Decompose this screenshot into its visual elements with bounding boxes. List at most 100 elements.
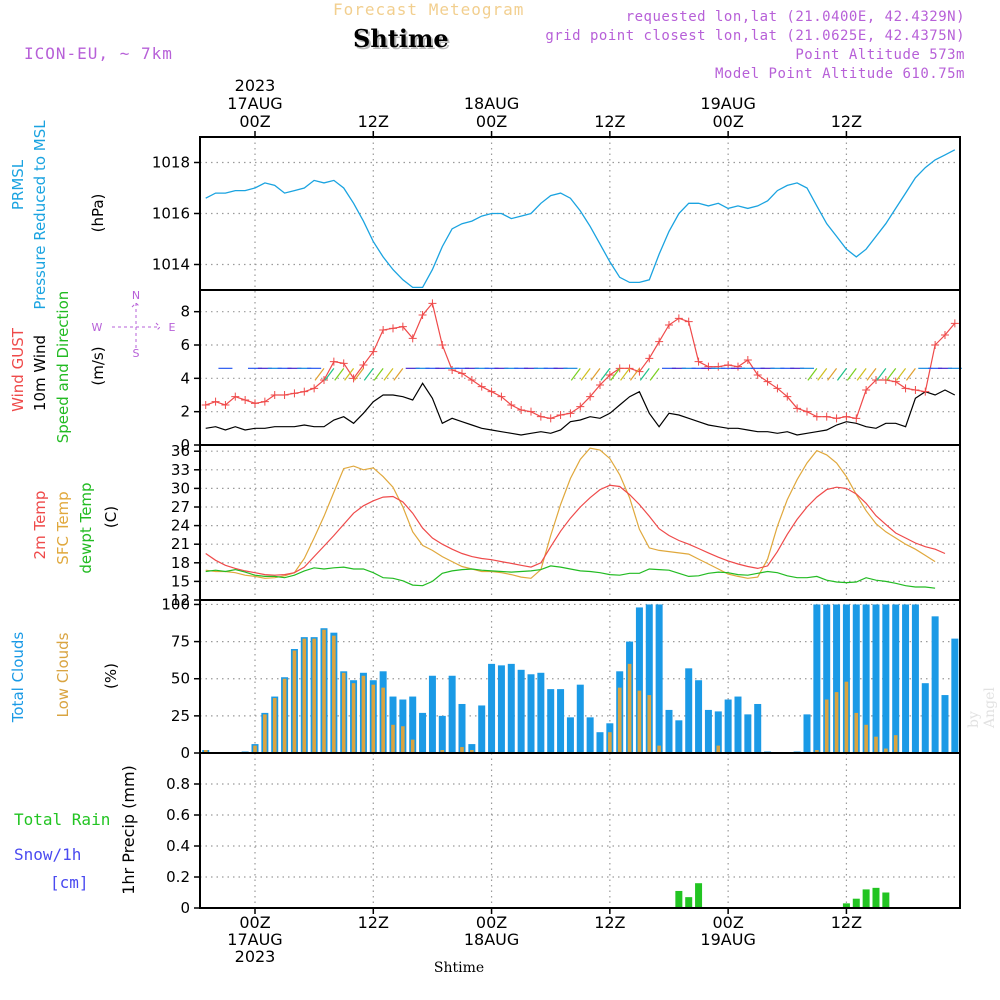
- watermark: by Angel: [966, 687, 998, 728]
- total-cloud-bar: [537, 672, 545, 753]
- wind-gust-marker: [339, 359, 348, 368]
- clouds-unit-label: (%): [102, 663, 120, 689]
- wind-direction-arrow: [827, 367, 838, 381]
- top-time-label: 17AUG: [227, 94, 282, 113]
- wind-gust-marker: [576, 402, 585, 411]
- wind-direction-arrow: [363, 367, 374, 381]
- wind-gust-marker: [290, 389, 299, 398]
- temperature-ytick-label: 18: [171, 554, 190, 572]
- wind-gust-marker: [901, 384, 910, 393]
- wind-gust-marker: [546, 414, 555, 423]
- low-cloud-bar: [608, 732, 612, 753]
- bottom-time-label: 12Z: [594, 913, 625, 932]
- wind-gust-marker: [526, 407, 535, 416]
- wind-gust-marker: [724, 361, 733, 369]
- low-cloud-bar: [460, 747, 464, 753]
- low-clouds-label: Low Clouds: [54, 632, 72, 717]
- wind-gust-marker: [793, 404, 802, 413]
- wind-gust-marker: [921, 387, 930, 396]
- top-time-label: 00Z: [476, 112, 507, 131]
- bottom-time-label: 00Z: [476, 913, 507, 932]
- total-cloud-bar: [744, 714, 752, 753]
- total-cloud-bar: [951, 638, 959, 753]
- dewpt-label: dewpt Temp: [77, 482, 95, 573]
- wind-gust-marker: [822, 412, 831, 421]
- wind-gust-marker: [457, 369, 466, 378]
- wind-gust-marker: [743, 356, 752, 364]
- clouds-ytick-label: 75: [171, 633, 190, 651]
- wind-direction-arrow: [876, 367, 887, 381]
- wind-ytick-label: 2: [180, 403, 190, 421]
- total-cloud-bar: [527, 674, 535, 753]
- wind-ytick-label: 6: [180, 336, 190, 354]
- temperature-ytick-label: 33: [171, 461, 190, 479]
- wind-direction-arrow: [886, 367, 897, 381]
- wind-gust-marker: [753, 371, 762, 379]
- forecast-title: Forecast Meteogram: [333, 0, 525, 19]
- total-cloud-bar: [458, 703, 466, 753]
- wind-direction-arrow: [629, 367, 640, 381]
- wind-gust-marker: [852, 414, 861, 423]
- wind-gust-marker: [507, 401, 516, 409]
- clouds-ytick-label: 25: [171, 707, 190, 725]
- wind-ytick-label: 0: [180, 436, 190, 454]
- low-cloud-bar: [351, 683, 356, 753]
- wind-direction-arrow: [600, 367, 611, 381]
- wind-gust-marker: [438, 341, 447, 349]
- low-cloud-bar: [893, 735, 898, 753]
- axis-labels: 1014101610180246812151821242730333602550…: [9, 76, 862, 976]
- pressure-ytick-label: 1016: [152, 205, 190, 223]
- low-cloud-bar: [391, 724, 395, 753]
- precipitation-ytick-label: 0.2: [166, 868, 190, 886]
- total-cloud-bar: [941, 695, 949, 753]
- wind-gust-marker: [251, 399, 259, 408]
- total-cloud-bar: [655, 604, 663, 753]
- precip-unit-label: 1hr Precip (mm): [119, 765, 138, 895]
- wind-direction-arrow: [334, 367, 345, 381]
- low-cloud-bar: [854, 712, 859, 753]
- wind-gust-marker: [300, 387, 309, 396]
- wind-gust-marker: [260, 397, 269, 406]
- wind-gust-marker: [359, 361, 368, 369]
- wind-gust-marker: [773, 384, 782, 393]
- bottom-time-label: 17AUG: [227, 930, 282, 949]
- top-time-label: 12Z: [831, 112, 862, 131]
- wind-gust-marker: [221, 401, 230, 409]
- low-cloud-bar: [322, 629, 326, 753]
- total-cloud-bar: [448, 675, 456, 753]
- wind-direction-label: Speed and Direction: [54, 291, 72, 444]
- location-info: requested lon,lat (21.0400E, 42.4329N) g…: [545, 8, 965, 84]
- total-cloud-bar: [596, 732, 604, 753]
- wind-gust-marker: [911, 386, 920, 394]
- total-cloud-bar: [931, 616, 939, 753]
- wind-direction-arrow: [314, 367, 325, 381]
- total-cloud-bar: [675, 720, 683, 753]
- low-cloud-bar: [864, 724, 868, 753]
- total-cloud-bar: [507, 663, 515, 753]
- wind-direction-arrow: [807, 367, 818, 381]
- precipitation-ytick-label: 0: [180, 899, 190, 917]
- pressure-long-label: Pressure Reduced to MSL: [31, 120, 49, 310]
- wind-gust-marker: [280, 391, 289, 399]
- total-cloud-bar: [557, 689, 565, 753]
- wind-speed-label: 10m Wind: [31, 335, 49, 411]
- wind-gust-marker: [625, 364, 634, 373]
- wind-gust-marker: [832, 414, 841, 423]
- total-cloud-bar: [734, 696, 742, 753]
- wind-gust-marker: [231, 392, 240, 401]
- wind-gust-marker: [369, 347, 378, 356]
- rain-bar: [872, 887, 880, 908]
- total-cloud-bar: [438, 715, 446, 753]
- pressure-short-label: PRMSL: [9, 159, 27, 210]
- wind-gust-marker: [211, 397, 220, 406]
- wind-gust-marker: [763, 377, 772, 386]
- pressure-unit-label: (hPa): [89, 194, 107, 233]
- total-cloud-bar: [645, 604, 653, 753]
- low-cloud-bar: [647, 695, 652, 753]
- top-time-label: 18AUG: [464, 94, 519, 113]
- total-cloud-bar: [576, 684, 584, 753]
- wind-gust-marker: [595, 381, 604, 389]
- wind-gust-marker: [448, 366, 457, 374]
- wind-gust-marker: [664, 321, 673, 329]
- wind-direction-arrow: [393, 367, 404, 381]
